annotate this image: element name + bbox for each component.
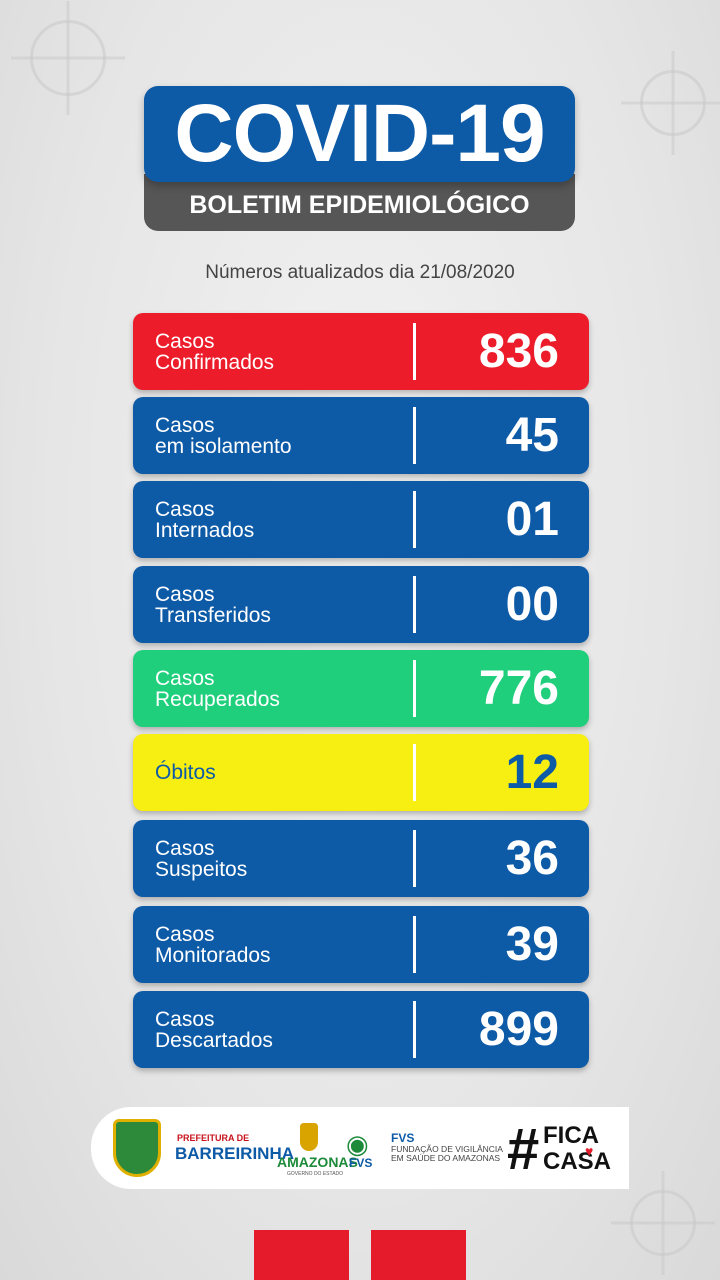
amazonas-logo-text: AMAZONAS bbox=[277, 1154, 358, 1170]
hashtag-symbol: # bbox=[507, 1117, 540, 1182]
stat-value: 00 bbox=[505, 578, 559, 631]
stat-divider bbox=[413, 830, 416, 887]
hashtag-fica: FICA bbox=[543, 1122, 599, 1149]
stat-row-transferidos: Casos Transferidos 00 bbox=[133, 566, 589, 643]
stat-value: 39 bbox=[505, 918, 559, 971]
heart-icon: ♥ bbox=[585, 1143, 594, 1159]
stat-divider bbox=[413, 576, 416, 633]
stat-divider bbox=[413, 407, 416, 464]
stat-row-internados: Casos Internados 01 bbox=[133, 481, 589, 558]
fvs-description: FUNDAÇÃO DE VIGILÂNCIA EM SAÚDE DO AMAZO… bbox=[391, 1144, 503, 1163]
stat-label: Casos Confirmados bbox=[155, 329, 275, 374]
fvs-logo-text: FVS bbox=[349, 1156, 373, 1170]
stat-divider bbox=[413, 916, 416, 973]
stat-divider bbox=[413, 323, 416, 380]
stat-row-suspeitos: Casos Suspeitos 36 bbox=[133, 820, 589, 897]
virus-decoration-top-left bbox=[30, 20, 106, 96]
covid-title: COVID-19 bbox=[144, 86, 575, 182]
amazonas-sub-text: GOVERNO DO ESTADO bbox=[287, 1171, 344, 1177]
stat-label: Óbitos bbox=[155, 761, 216, 784]
amazonas-emblem-icon bbox=[300, 1123, 318, 1151]
stat-divider bbox=[413, 1001, 416, 1058]
prefeitura-label: PREFEITURA DE bbox=[177, 1133, 250, 1143]
bulletin-subtitle: BOLETIM EPIDEMIOLÓGICO bbox=[144, 174, 575, 231]
stat-divider bbox=[413, 491, 416, 548]
fvs-title: FVS bbox=[391, 1131, 415, 1145]
stat-divider bbox=[413, 744, 416, 801]
stat-row-confirmados: Casos Confirmados 836 bbox=[133, 313, 589, 390]
barreirinha-crest-icon bbox=[113, 1119, 161, 1177]
stat-value: 836 bbox=[478, 325, 559, 378]
stat-label: Casos Recuperados bbox=[155, 666, 280, 711]
stat-value: 12 bbox=[505, 746, 559, 799]
stat-value: 45 bbox=[505, 409, 559, 462]
hashtag-casa: CASA bbox=[543, 1148, 612, 1175]
stat-label: Casos em isolamento bbox=[155, 413, 292, 458]
stat-value: 776 bbox=[478, 662, 559, 715]
stat-row-recuperados: Casos Recuperados 776 bbox=[133, 650, 589, 727]
stat-label: Casos Suspeitos bbox=[155, 836, 248, 881]
footer-logos: PREFEITURA DE BARREIRINHA AMAZONAS GOVER… bbox=[91, 1107, 629, 1189]
stat-label: Casos Internados bbox=[155, 497, 255, 542]
red-block-right bbox=[371, 1230, 466, 1280]
prefeitura-name: BARREIRINHA bbox=[175, 1144, 294, 1163]
stat-value: 01 bbox=[505, 493, 559, 546]
stat-value: 899 bbox=[478, 1003, 559, 1056]
stat-divider bbox=[413, 660, 416, 717]
virus-decoration-top-right bbox=[640, 70, 706, 136]
stat-value: 36 bbox=[505, 832, 559, 885]
stat-label: Casos Transferidos bbox=[155, 582, 271, 627]
stat-label: Casos Monitorados bbox=[155, 922, 271, 967]
stat-row-obitos: Óbitos 12 bbox=[133, 734, 589, 811]
virus-decoration-bottom-right bbox=[630, 1190, 696, 1256]
stat-label: Casos Descartados bbox=[155, 1007, 273, 1052]
stat-row-descartados: Casos Descartados 899 bbox=[133, 991, 589, 1068]
stat-row-monitorados: Casos Monitorados 39 bbox=[133, 906, 589, 983]
stat-row-isolamento: Casos em isolamento 45 bbox=[133, 397, 589, 474]
fvs-eye-icon: ◉ bbox=[346, 1129, 369, 1159]
updated-date-text: Números atualizados dia 21/08/2020 bbox=[205, 262, 515, 283]
red-block-left bbox=[254, 1230, 349, 1280]
